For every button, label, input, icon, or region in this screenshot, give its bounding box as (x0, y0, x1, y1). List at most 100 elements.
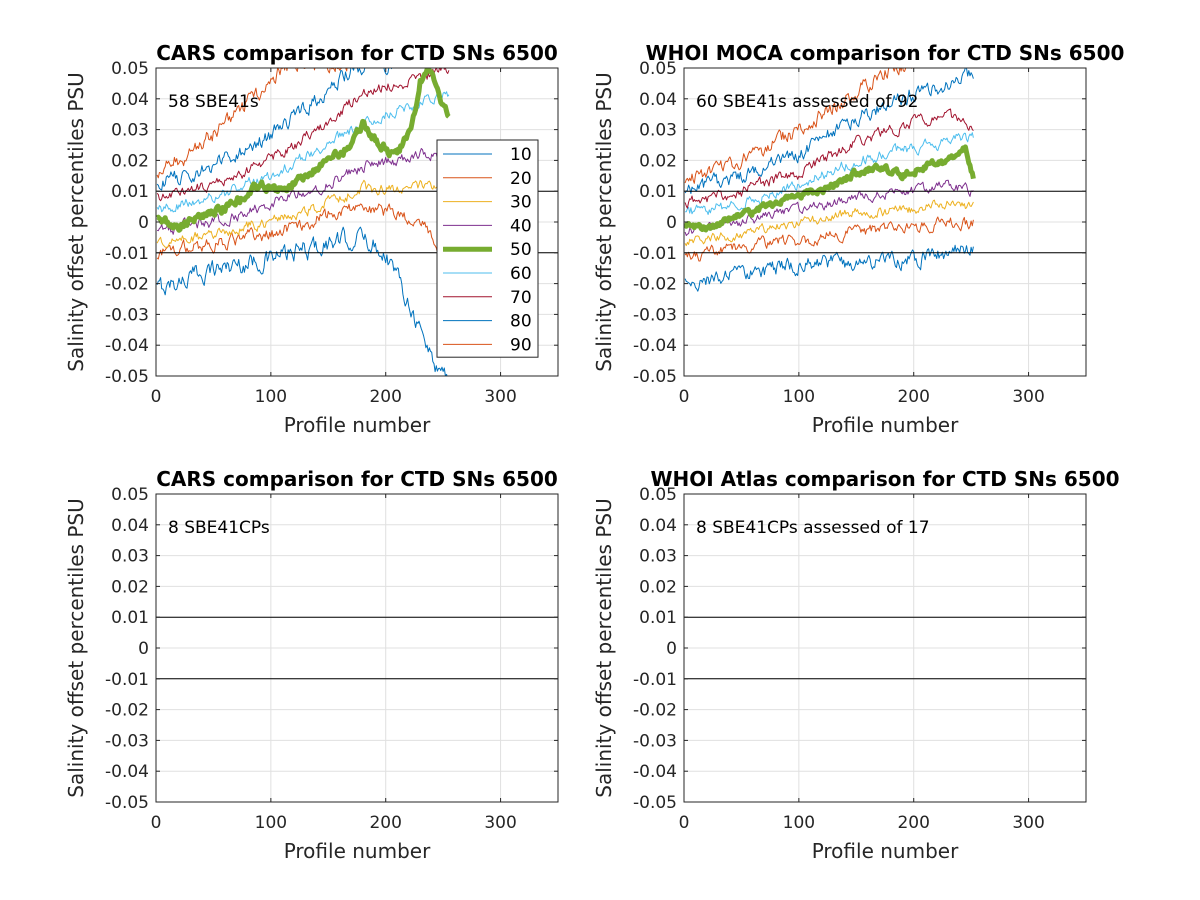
y-tick-label: -0.04 (633, 336, 677, 356)
chart-title: WHOI MOCA comparison for CTD SNs 6500 (646, 41, 1125, 65)
series-group (684, 68, 976, 292)
y-tick-label: 0.01 (111, 182, 149, 202)
legend-label-50: 50 (510, 240, 532, 260)
y-tick-label: 0.03 (111, 547, 149, 567)
x-tick-label: 100 (783, 387, 815, 407)
series-line-70 (684, 108, 974, 209)
series-line-90 (684, 68, 912, 184)
x-tick-label: 100 (783, 813, 815, 833)
y-tick-label: -0.05 (633, 367, 677, 387)
x-axis-label: Profile number (284, 413, 431, 437)
y-tick-label: -0.01 (105, 670, 149, 690)
y-tick-label: -0.03 (105, 731, 149, 751)
x-tick-label: 0 (151, 387, 162, 407)
y-tick-label: -0.02 (633, 275, 677, 295)
y-tick-label: 0.04 (111, 516, 149, 536)
chart-title: WHOI Atlas comparison for CTD SNs 6500 (650, 467, 1119, 491)
series-line-40 (156, 148, 450, 235)
legend: 10 20 30 40 50 60 70 80 90 (436, 139, 539, 358)
legend-label-10: 10 (510, 145, 532, 165)
y-tick-label: -0.03 (105, 305, 149, 325)
x-axis-label: Profile number (284, 839, 431, 863)
annotation-text: 58 SBE41s (168, 92, 259, 112)
x-axis-label: Profile number (812, 839, 959, 863)
y-tick-label: 0.03 (639, 121, 677, 141)
series-line-50 (156, 68, 451, 233)
y-tick-label: 0.05 (639, 59, 677, 79)
y-tick-label: -0.03 (633, 305, 677, 325)
y-tick-label: -0.05 (633, 793, 677, 813)
y-tick-label: 0.05 (639, 485, 677, 505)
series-line-10 (156, 226, 448, 376)
y-tick-label: 0.04 (111, 90, 149, 110)
chart-panel-panel_cars_sbe41: 0 100 200 300 -0.05 -0.04 -0.03 -0.02 -0.01 0 0.01… (64, 41, 559, 437)
y-axis-label: Salinity offset percentiles PSU (592, 72, 616, 371)
y-axis-label: Salinity offset percentiles PSU (64, 498, 88, 797)
y-tick-label: -0.02 (105, 275, 149, 295)
series-line-20 (156, 203, 450, 273)
chart-title: CARS comparison for CTD SNs 6500 (156, 467, 558, 491)
chart-panel-panel_whoi_moca: 0 100 200 300 -0.05 -0.04 -0.03 -0.02 -0.01 0 0.01… (592, 41, 1124, 437)
x-tick-label: 200 (369, 387, 401, 407)
series-line-90 (156, 68, 348, 179)
y-tick-label: -0.05 (105, 367, 149, 387)
y-tick-label: 0 (138, 213, 149, 233)
series-line-80 (684, 68, 974, 194)
x-tick-label: 300 (1012, 813, 1044, 833)
annotation-text: 8 SBE41CPs assessed of 17 (696, 518, 930, 538)
series-line-20 (684, 216, 974, 262)
x-tick-label: 200 (897, 387, 929, 407)
y-tick-label: 0.03 (111, 121, 149, 141)
y-tick-label: 0.02 (111, 151, 149, 171)
legend-label-60: 60 (510, 264, 532, 284)
y-tick-label: -0.02 (633, 701, 677, 721)
series-line-80 (156, 68, 393, 191)
legend-label-40: 40 (510, 216, 532, 236)
y-tick-label: 0 (666, 213, 677, 233)
y-axis-label: Salinity offset percentiles PSU (64, 72, 88, 371)
y-tick-label: -0.04 (633, 762, 677, 782)
series-line-10 (684, 244, 974, 292)
legend-label-70: 70 (510, 288, 532, 308)
y-axis-label: Salinity offset percentiles PSU (592, 498, 616, 797)
x-tick-label: 100 (255, 813, 287, 833)
legend-label-90: 90 (510, 335, 532, 355)
y-tick-label: 0.03 (639, 547, 677, 567)
y-tick-label: 0.04 (639, 90, 677, 110)
annotation-text: 8 SBE41CPs (168, 518, 270, 538)
x-tick-label: 100 (255, 387, 287, 407)
y-tick-label: -0.04 (105, 762, 149, 782)
y-tick-label: 0.01 (111, 608, 149, 628)
y-tick-label: 0.05 (111, 485, 149, 505)
series-line-30 (684, 199, 974, 247)
series-line-50 (684, 144, 976, 233)
legend-label-20: 20 (510, 169, 532, 189)
chart-title: CARS comparison for CTD SNs 6500 (156, 41, 558, 65)
x-axis-label: Profile number (812, 413, 959, 437)
y-tick-label: 0.01 (639, 182, 677, 202)
y-tick-label: 0.04 (639, 516, 677, 536)
x-tick-label: 200 (369, 813, 401, 833)
y-tick-label: 0.02 (639, 151, 677, 171)
legend-label-30: 30 (510, 193, 532, 213)
x-tick-label: 0 (679, 387, 690, 407)
x-tick-label: 300 (1012, 387, 1044, 407)
y-tick-label: 0.02 (111, 577, 149, 597)
chart-panel-panel_whoi_atlas: 0 100 200 300 -0.05 -0.04 -0.03 -0.02 -0.01 0 0.01… (592, 467, 1120, 863)
y-tick-label: 0.02 (639, 577, 677, 597)
y-tick-label: -0.05 (105, 793, 149, 813)
x-tick-label: 200 (897, 813, 929, 833)
series-line-60 (156, 89, 450, 213)
y-tick-label: 0 (666, 639, 677, 659)
legend-label-80: 80 (510, 312, 532, 332)
y-tick-label: 0 (138, 639, 149, 659)
y-tick-label: -0.01 (633, 670, 677, 690)
x-tick-label: 300 (484, 387, 516, 407)
y-tick-label: -0.01 (633, 244, 677, 264)
y-tick-label: -0.01 (105, 244, 149, 264)
x-tick-label: 0 (151, 813, 162, 833)
x-tick-label: 300 (484, 813, 516, 833)
y-tick-label: -0.02 (105, 701, 149, 721)
x-tick-label: 0 (679, 813, 690, 833)
